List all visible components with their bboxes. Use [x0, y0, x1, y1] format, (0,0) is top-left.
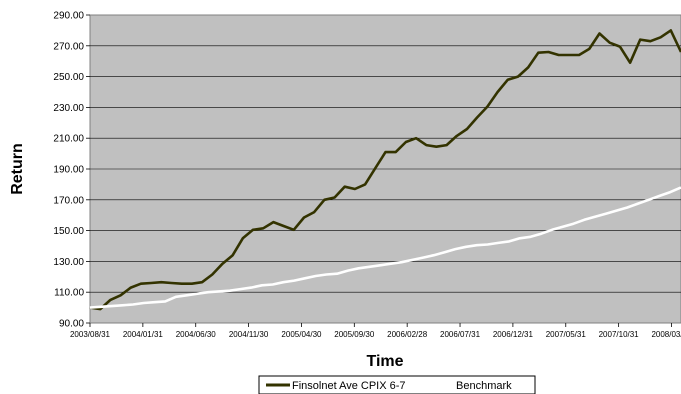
- gridlines: [90, 45, 681, 293]
- x-axis-ticks: 2003/08/31 2004/01/31 2004/06/30 2004/11/30…: [70, 323, 681, 339]
- x-tick-label: 2005/04/30: [281, 330, 322, 339]
- x-tick-label: 2007/10/31: [599, 330, 640, 339]
- y-tick-label: 290.00: [53, 11, 84, 22]
- y-tick-label: 210.00: [53, 134, 84, 145]
- y-tick-label: 90.00: [59, 319, 84, 330]
- y-tick-label: 270.00: [53, 41, 84, 52]
- series-line-benchmark: [89, 186, 681, 309]
- x-tick-label: 2004/06/30: [176, 330, 217, 339]
- x-tick-label: 2008/03/31: [651, 330, 681, 339]
- y-tick-label: 230.00: [53, 103, 84, 114]
- y-tick-label: 110.00: [54, 288, 84, 299]
- y-axis-title: Return: [9, 143, 26, 195]
- y-tick-label: 190.00: [53, 165, 84, 176]
- x-tick-label: 2005/09/30: [334, 330, 375, 339]
- y-tick-label: 150.00: [53, 226, 84, 237]
- x-tick-label: 2004/01/31: [123, 330, 164, 339]
- legend-label-benchmark: Benchmark: [456, 380, 512, 392]
- legend-label-finsolnet: Finsolnet Ave CPIX 6-7: [292, 380, 406, 392]
- x-tick-label: 2007/05/31: [546, 330, 587, 339]
- x-tick-label: 2006/02/28: [387, 330, 428, 339]
- series-line-finsolnet: [89, 29, 681, 311]
- series-lines: [89, 29, 681, 311]
- x-tick-label: 2003/08/31: [70, 330, 111, 339]
- y-tick-label: 130.00: [53, 257, 84, 268]
- x-tick-label: 2004/11/30: [229, 330, 269, 339]
- x-axis-title: Time: [366, 353, 403, 370]
- y-tick-label: 250.00: [53, 72, 84, 83]
- x-tick-label: 2006/12/31: [493, 330, 534, 339]
- legend: Finsolnet Ave CPIX 6-7 Benchmark: [258, 375, 536, 394]
- y-tick-label: 170.00: [53, 195, 84, 206]
- legend-box: [258, 375, 536, 394]
- x-tick-label: 2006/07/31: [440, 330, 481, 339]
- y-axis-ticks: 290.00 270.00 250.00 230.00 210.00 190.00 170.…: [53, 11, 90, 330]
